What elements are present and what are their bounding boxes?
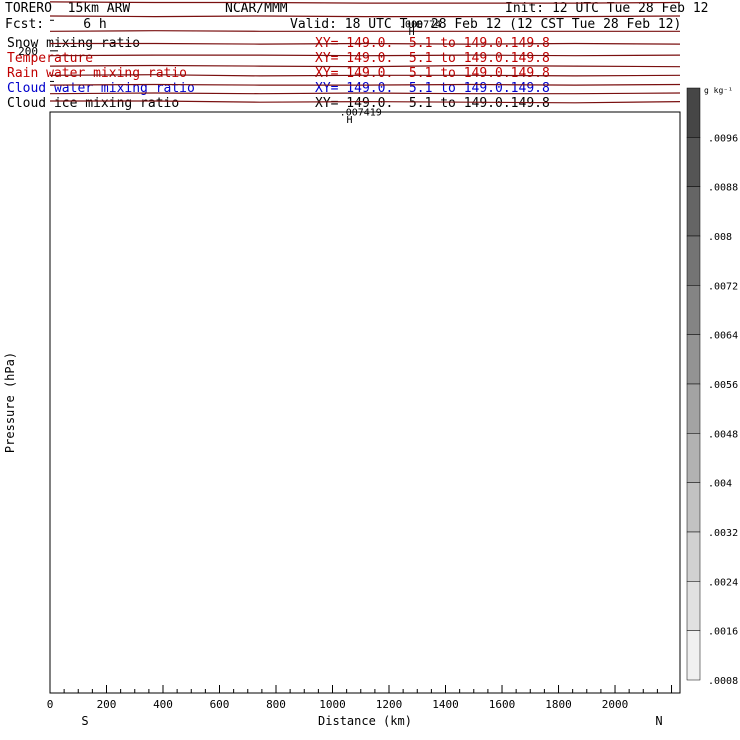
north-end-label: N bbox=[655, 714, 662, 728]
snow-extremum: H bbox=[409, 27, 415, 38]
ice-extremum: H bbox=[346, 115, 352, 126]
colorbar-cell bbox=[686, 137, 701, 187]
x-tick-label: 200 bbox=[97, 698, 117, 711]
colorbar-cell bbox=[686, 531, 701, 582]
temperature-contour bbox=[49, 92, 681, 95]
colorbar-cell bbox=[686, 433, 701, 483]
colorbar-label: .0096 bbox=[708, 133, 738, 144]
temperature-contours bbox=[49, 1, 681, 104]
temperature-contour bbox=[50, 42, 681, 45]
field-cloud-ice-name: Cloud ice mixing ratio bbox=[7, 96, 180, 111]
temperature-contour bbox=[50, 100, 681, 104]
colorbar-cell bbox=[686, 334, 701, 385]
colorbar-label: .0008 bbox=[708, 676, 738, 687]
colorbar-label: .0088 bbox=[708, 183, 738, 194]
colorbar-cell bbox=[686, 235, 701, 286]
colorbar-label: .004 bbox=[708, 479, 732, 490]
colorbar-label: .0064 bbox=[708, 331, 738, 342]
colorbar-cell bbox=[686, 482, 701, 533]
y-axis-title: Pressure (hPa) bbox=[3, 352, 17, 453]
x-tick-label: 400 bbox=[153, 698, 173, 711]
x-tick-label: 1000 bbox=[319, 698, 346, 711]
colorbar-label: .008 bbox=[708, 232, 732, 243]
colorbar-unit: g kg⁻¹ bbox=[704, 86, 733, 95]
colorbar-cell bbox=[686, 186, 701, 237]
contour-labels: -30-30-30-20-20-20-10-10-100001010102020… bbox=[340, 20, 441, 126]
x-tick-label: 1800 bbox=[545, 698, 572, 711]
colorbar-cell bbox=[686, 581, 701, 631]
x-tick-label: 600 bbox=[210, 698, 230, 711]
colorbar-cell bbox=[686, 630, 701, 681]
colorbar-cell bbox=[686, 87, 701, 138]
snow-extremum: .000774 bbox=[399, 20, 441, 31]
colorbar: .0096 .0088 .008 .0072 .0064 .0056 .0048 .004 .0… bbox=[686, 86, 738, 687]
init-time: Init: 12 UTC Tue 28 Feb 12 bbox=[505, 1, 709, 16]
field-rain-xy: XY= 149.0. 5.1 to 149.0.149.8 bbox=[315, 66, 550, 81]
x-tick-label: 1200 bbox=[376, 698, 403, 711]
x-tick-label: 1400 bbox=[432, 698, 459, 711]
axes: 0 200 400 600 800 1000 1200 1400 1600 1800 2000 200… bbox=[3, 19, 681, 728]
y-tick-label: 200 bbox=[18, 45, 38, 58]
colorbar-label: .0024 bbox=[708, 577, 738, 588]
temperature-contour bbox=[49, 1, 681, 4]
temperature-contour bbox=[49, 54, 681, 57]
temperature-contour bbox=[49, 83, 681, 86]
temperature-contour bbox=[49, 15, 681, 18]
x-axis-title: Distance (km) bbox=[318, 714, 412, 728]
field-rain-name: Rain water mixing ratio bbox=[7, 66, 188, 81]
temperature-contour bbox=[49, 30, 680, 32]
plot-frame bbox=[49, 111, 681, 694]
organization: NCAR/MMM bbox=[225, 1, 288, 16]
colorbar-label: .0032 bbox=[708, 528, 738, 539]
colorbar-cell bbox=[686, 285, 701, 335]
forecast-hour: Fcst: 6 h bbox=[5, 17, 107, 32]
temperature-contour bbox=[49, 64, 681, 68]
model-name: TORERO 15km ARW bbox=[5, 1, 131, 16]
colorbar-label: .0056 bbox=[708, 380, 738, 391]
colorbar-label: .0016 bbox=[708, 627, 738, 638]
colorbar-label: .0072 bbox=[708, 281, 738, 292]
x-tick-label: 1600 bbox=[489, 698, 516, 711]
field-cloud-ice-xy: XY= 149.0. 5.1 to 149.0.149.8 bbox=[315, 96, 550, 111]
colorbar-label: .0048 bbox=[708, 429, 738, 440]
south-end-label: S bbox=[81, 714, 88, 728]
ice-extremum: .007419 bbox=[340, 108, 382, 119]
valid-time: Valid: 18 UTC Tue 28 Feb 12 (12 CST Tue … bbox=[290, 17, 682, 32]
temperature-contour bbox=[49, 74, 681, 77]
x-tick-label: 0 bbox=[47, 698, 54, 711]
colorbar-cell bbox=[686, 383, 701, 434]
x-tick-label: 800 bbox=[266, 698, 286, 711]
field-temperature-name: Temperature bbox=[7, 51, 94, 66]
x-tick-label: 2000 bbox=[602, 698, 629, 711]
